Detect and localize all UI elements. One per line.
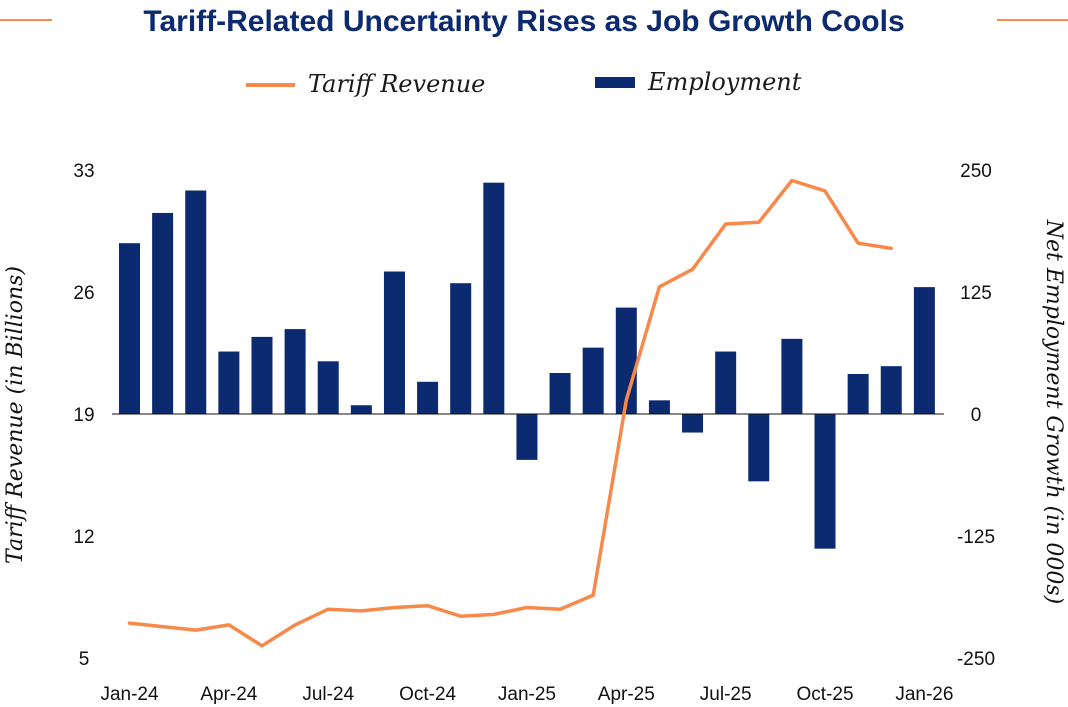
x-tick-label: Apr-25	[598, 684, 655, 705]
employment-bar	[549, 373, 571, 414]
employment-bar	[350, 405, 372, 414]
left-tick-label: 5	[79, 649, 90, 670]
legend-label-employment: Employment	[647, 68, 802, 96]
employment-bar	[417, 381, 439, 414]
x-tick-label: Jul-25	[700, 684, 752, 705]
legend-bar-swatch	[595, 77, 635, 88]
left-tick-label: 19	[73, 405, 94, 426]
x-tick-label: Jan-24	[100, 684, 159, 705]
right-tick-label: 250	[960, 161, 992, 182]
left-tick-label: 26	[73, 283, 94, 304]
left-tick-label: 33	[73, 161, 94, 182]
right-axis-ticks: -250 -125 0 125 250	[957, 161, 995, 670]
employment-bar	[516, 414, 538, 460]
employment-bar	[383, 271, 405, 414]
left-axis-ticks: 5 12 19 26 33	[73, 161, 94, 670]
legend: Tariff Revenue Employment	[246, 68, 802, 98]
employment-bar	[284, 329, 306, 414]
employment-bar	[913, 287, 935, 414]
employment-bar	[648, 400, 670, 414]
employment-bar	[218, 351, 240, 414]
employment-bar	[814, 414, 836, 549]
employment-bar	[781, 338, 803, 414]
right-axis-title: Net Employment Growth (in 000s)	[1041, 219, 1066, 605]
employment-bar	[119, 243, 140, 414]
chart-title: Tariff-Related Uncertainty Rises as Job …	[143, 5, 904, 38]
x-tick-label: Oct-24	[399, 684, 456, 705]
x-tick-label: Oct-25	[797, 684, 854, 705]
employment-bar	[483, 182, 505, 414]
employment-bar	[450, 283, 472, 414]
x-axis-ticks: Jan-24 Apr-24 Jul-24 Oct-24 Jan-25 Apr-25 Jul-…	[100, 684, 953, 705]
right-tick-label: 0	[971, 405, 982, 426]
employment-bar	[317, 361, 339, 414]
employment-bar	[152, 212, 174, 414]
right-tick-label: 125	[960, 283, 992, 304]
employment-bar	[847, 373, 869, 414]
legend-label-tariff: Tariff Revenue	[308, 70, 485, 98]
employment-bar	[880, 366, 902, 414]
employment-bar	[185, 190, 207, 414]
employment-bar	[748, 414, 770, 482]
tariff-revenue-line	[127, 178, 894, 648]
employment-bar	[682, 414, 704, 433]
left-axis-title: Tariff Revenue (in Billions)	[3, 266, 28, 564]
left-tick-label: 12	[73, 527, 94, 548]
x-tick-label: Apr-24	[200, 684, 257, 705]
x-tick-label: Jul-24	[302, 684, 354, 705]
employment-bar	[715, 351, 737, 414]
employment-bar	[582, 347, 604, 414]
employment-bars	[119, 182, 935, 549]
right-tick-label: -250	[957, 649, 995, 670]
employment-bar	[251, 336, 273, 414]
x-tick-label: Jan-26	[895, 684, 953, 705]
x-tick-label: Jan-25	[498, 684, 556, 705]
right-tick-label: -125	[957, 527, 995, 548]
